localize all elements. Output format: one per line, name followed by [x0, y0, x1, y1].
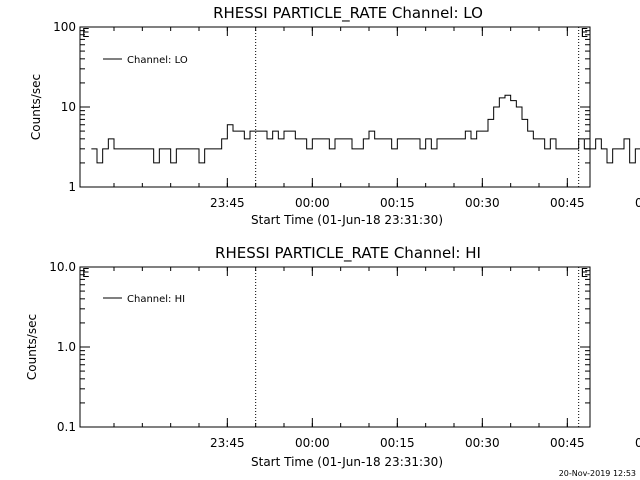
lo-event-label: E — [581, 26, 589, 40]
lo-x-tick-label: 00:45 — [550, 196, 585, 210]
hi-event-label: E — [581, 266, 589, 280]
hi-x-ticks: 23:45 00:00 00:15 00:30 00:45 01:00 — [113, 267, 640, 450]
hi-x-tick-label: 23:45 — [210, 436, 245, 450]
lo-x-tick-label: 23:45 — [210, 196, 245, 210]
hi-y-tick-label: 1.0 — [57, 340, 76, 354]
lo-y-tick-label: 10 — [61, 100, 76, 114]
lo-y-ticks: 1 10 100 — [53, 20, 590, 194]
lo-data-layer — [91, 94, 640, 164]
lo-y-axis-label: Counts/sec — [29, 74, 43, 140]
hi-x-tick-label: 01:00 — [635, 436, 640, 450]
lo-x-tick-label: 00:15 — [380, 196, 415, 210]
lo-x-tick-label: 00:30 — [465, 196, 500, 210]
lo-chart-title: RHESSI PARTICLE_RATE Channel: LO — [213, 4, 483, 23]
hi-x-tick-label: 00:45 — [550, 436, 585, 450]
lo-x-axis-label: Start Time (01-Jun-18 23:31:30) — [251, 213, 443, 227]
hi-y-axis-label: Counts/sec — [25, 314, 39, 380]
lo-event-label: E — [82, 26, 90, 40]
hi-y-tick-label: 0.1 — [57, 420, 76, 434]
lo-x-tick-label: 01:00 — [635, 196, 640, 210]
footer-timestamp: 20-Nov-2019 12:53 — [559, 469, 636, 478]
hi-event-label: E — [82, 266, 90, 280]
hi-y-tick-label: 10.0 — [49, 260, 76, 274]
hi-x-tick-label: 00:00 — [295, 436, 330, 450]
lo-y-tick-label: 1 — [68, 180, 76, 194]
lo-x-ticks: 23:45 00:00 00:15 00:30 00:45 01:00 — [113, 27, 640, 210]
lo-series-line — [91, 94, 640, 164]
hi-y-ticks: 0.1 1.0 10.0 — [49, 260, 590, 434]
hi-x-axis-label: Start Time (01-Jun-18 23:31:30) — [251, 455, 443, 469]
lo-channel-panel: RHESSI PARTICLE_RATE Channel: LO Counts/… — [29, 4, 640, 227]
hi-chart-title: RHESSI PARTICLE_RATE Channel: HI — [215, 244, 481, 263]
lo-legend-label: Channel: LO — [127, 55, 188, 66]
hi-channel-panel: RHESSI PARTICLE_RATE Channel: HI Counts/… — [25, 244, 640, 469]
hi-x-tick-label: 00:15 — [380, 436, 415, 450]
hi-legend-label: Channel: HI — [127, 294, 185, 305]
lo-y-tick-label: 100 — [53, 20, 76, 34]
lo-x-tick-label: 00:00 — [295, 196, 330, 210]
hi-x-tick-label: 00:30 — [465, 436, 500, 450]
